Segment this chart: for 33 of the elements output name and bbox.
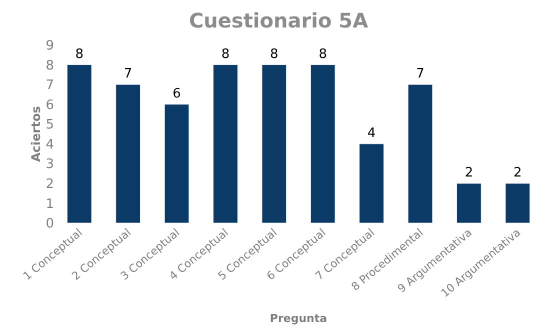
bar [359,144,384,223]
y-tick-label: 7 [46,78,54,94]
y-tick-label: 4 [46,137,54,152]
data-label: 2 [464,165,474,180]
data-label: 7 [124,66,132,82]
bar [505,183,530,223]
data-label: 8 [318,46,327,62]
data-label: 7 [416,66,424,82]
y-tick-label: 2 [46,176,54,192]
bar [213,64,238,223]
chart-title: Cuestionario 5A [188,8,369,32]
bar [408,84,433,223]
data-label: 8 [270,46,278,62]
y-axis-title: Aciertos [29,106,44,162]
y-tick-label: 3 [46,157,54,172]
bar [66,64,92,223]
data-label: 6 [172,86,181,102]
y-tick-label: 1 [46,196,54,212]
data-label: 4 [367,126,376,141]
y-tick-label: 8 [46,58,54,74]
bar [310,64,336,223]
bar [262,64,287,223]
data-label: 2 [514,165,522,180]
data-label: 8 [221,46,230,62]
y-tick-label: 9 [46,38,54,54]
bar [116,84,140,223]
y-tick-label: 6 [46,98,54,113]
y-tick-label: 0 [46,216,54,232]
bar [164,104,190,223]
data-label: 8 [75,46,84,62]
y-tick-label: 5 [46,118,54,133]
bar [456,183,482,223]
x-axis-title: Pregunta [270,312,328,326]
